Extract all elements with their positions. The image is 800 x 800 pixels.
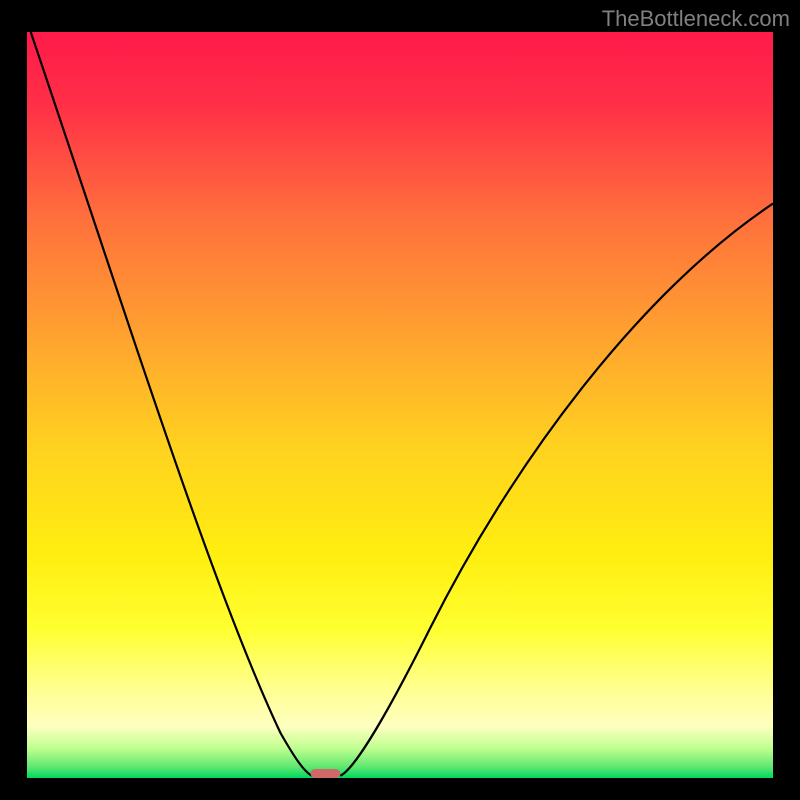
chart-container: TheBottleneck.com [0,0,800,800]
curve-right [340,204,773,776]
optimal-marker-rect [310,769,340,778]
watermark-text: TheBottleneck.com [602,6,790,32]
bottleneck-curve [27,32,773,778]
plot-area [27,32,773,778]
curve-left [31,32,312,776]
